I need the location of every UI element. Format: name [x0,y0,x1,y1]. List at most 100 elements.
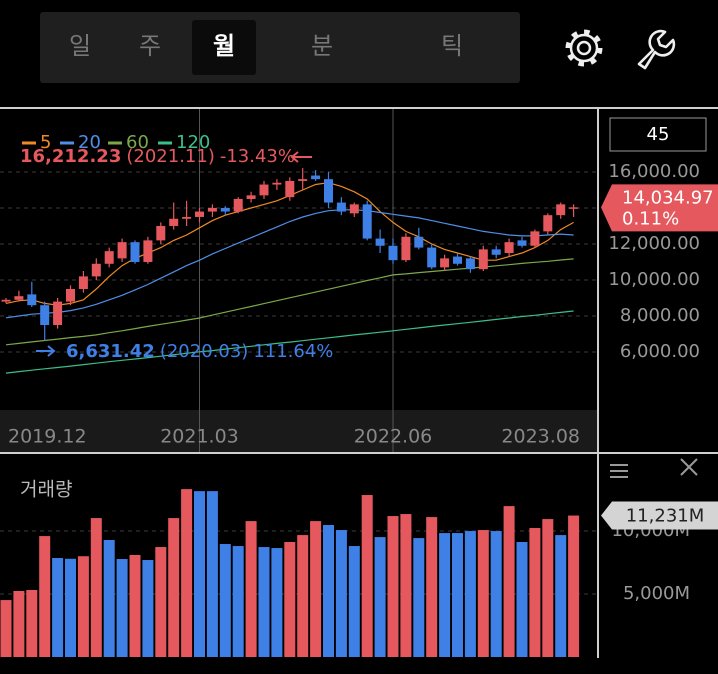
tab[interactable]: 월 [213,32,235,60]
volume-bar [90,518,102,657]
candle-body [259,184,269,196]
volume-bar [116,559,128,657]
low-date: (2020.03) [160,341,248,362]
close-icon[interactable] [680,458,698,476]
y-tick-label: 16,000.00 [608,161,700,182]
volume-title: 거래량 [20,479,72,501]
candle-body [453,256,462,264]
x-tick-label: 2019.12 [8,426,87,448]
candle-body [517,240,527,246]
volume-bar [503,506,515,657]
volume-bar [361,495,373,657]
tab[interactable]: 주 [139,32,161,60]
candle-body [117,242,127,259]
candle-body [104,251,114,264]
volume-bar [400,514,412,657]
volume-bar [516,542,528,657]
x-tick-label: 2021.03 [160,426,239,448]
tab[interactable]: 일 [69,32,91,60]
candle-body [130,242,140,262]
volume-bar [297,535,309,657]
tab[interactable]: 틱 [441,32,463,60]
last-volume-tag [601,501,718,530]
legend-label: 5 [40,132,51,153]
candle-body [1,299,11,302]
volume-bar [464,531,476,657]
volume-bar [168,518,180,657]
high-change: -13.43% [220,146,295,167]
settings-icon[interactable] [565,29,603,67]
volume-bar [103,539,115,657]
last-change: 0.11% [622,208,679,229]
volume-bar [206,491,218,657]
candle-body [246,195,256,199]
candle-body [156,225,166,241]
legend-label: 120 [176,132,210,153]
candle-body [401,236,411,261]
period-box[interactable] [609,117,707,152]
volume-bar [181,489,193,657]
candle-body [440,258,450,268]
tab-selected-bg [192,20,256,75]
candle-body [169,218,179,226]
high-arrow [290,151,312,163]
candle-body [388,245,398,261]
last-volume: 11,231M [626,506,705,527]
volume-bar [0,600,12,657]
candle-body [336,202,346,212]
volume-bar [194,491,205,657]
volume-bar [271,548,283,657]
candle-body [349,204,359,214]
candle-body [530,231,540,246]
y-tick-label: 5,000M [623,583,690,604]
volume-bar [13,591,25,657]
candle-body [491,249,501,255]
volume-bar [52,558,64,657]
candle-body [207,207,217,212]
charts: 2019.12 2021.03 2022.06 2023.085 20 60 12016,2… [0,109,718,657]
tab[interactable]: 분 [311,32,333,60]
candle-body [324,179,333,203]
y-tick-label: 10,000.00 [608,269,700,290]
volume-bar [310,521,322,657]
candle-body [414,236,424,248]
candle-body [53,301,63,326]
x-tick-label: 2022.06 [354,426,433,448]
period-value[interactable]: 45 [647,124,670,145]
volume-bar [439,533,451,657]
volume-bar [426,517,438,657]
volume-bar [335,530,347,657]
candle-body [195,211,204,217]
tab-bar [40,12,520,83]
last-price: 14,034.97 [622,187,714,208]
candle-body [66,288,75,302]
volume-bar [555,535,567,657]
candle-body [427,247,437,268]
legend-label: 20 [78,132,101,153]
candle-body [478,249,488,270]
candle-body [311,175,321,180]
high-annotation: 16,212.23 (2021.11) -13.43% [20,146,295,167]
candle-body [504,242,514,253]
candle-body [182,216,192,219]
candle-body [220,207,230,212]
volume-bar [452,533,463,657]
candle-body [285,180,295,198]
volume-bar [219,544,231,657]
candle-body [27,294,37,306]
low-annotation: 6,631.42 (2020.03) 111.64% [66,341,333,362]
volume-bar [77,556,89,657]
tools-icon[interactable] [637,29,676,70]
candle-body [272,182,282,185]
volume-bar [348,546,360,657]
legend-label: 60 [126,132,149,153]
x-axis-band [0,410,598,452]
x-tick-label: 2023.08 [501,426,580,448]
low-arrow [36,345,56,357]
high-price: 16,212.23 [20,146,121,167]
moving-average-line [5,209,574,319]
candle-body [78,276,88,289]
menu-icon[interactable] [610,464,628,478]
volume-bar [142,560,154,657]
candle-body [556,204,566,216]
